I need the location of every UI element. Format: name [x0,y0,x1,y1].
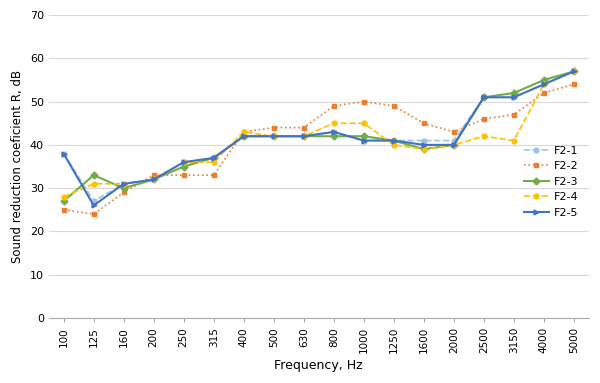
F2-3 [390,138,397,143]
F2-4 [240,129,247,134]
F2-4 [420,147,427,152]
F2-1 [390,138,397,143]
F2-4 [540,82,547,87]
X-axis label: Frequency, Hz: Frequency, Hz [274,359,363,372]
F2-2 [510,112,517,117]
F2-4 [210,160,217,164]
F2-3 [510,91,517,95]
F2-4 [330,121,337,126]
F2-3 [90,173,97,177]
F2-5 [360,138,367,143]
F2-4 [300,134,307,139]
F2-5 [210,155,217,160]
F2-3 [450,142,457,147]
F2-1 [120,182,127,186]
F2-3 [120,186,127,190]
F2-3 [60,199,67,203]
F2-1 [420,138,427,143]
F2-5 [450,142,457,147]
F2-5 [480,95,487,100]
F2-4 [570,69,577,74]
F2-4 [270,134,277,139]
F2-2 [240,129,247,134]
F2-2 [480,117,487,121]
F2-5 [420,142,427,147]
F2-5 [570,69,577,74]
F2-5 [330,129,337,134]
Line: F2-4: F2-4 [61,69,577,199]
F2-3 [240,134,247,139]
F2-3 [570,69,577,74]
F2-3 [330,134,337,139]
F2-1 [540,82,547,87]
F2-4 [480,134,487,139]
F2-5 [300,134,307,139]
F2-5 [60,151,67,156]
F2-2 [390,104,397,108]
F2-2 [180,173,187,177]
F2-2 [210,173,217,177]
F2-2 [570,82,577,87]
F2-1 [150,177,157,182]
F2-5 [150,177,157,182]
F2-3 [210,155,217,160]
F2-2 [450,129,457,134]
F2-1 [300,134,307,139]
F2-4 [450,142,457,147]
F2-1 [570,69,577,74]
Line: F2-3: F2-3 [61,69,577,203]
F2-3 [480,95,487,100]
F2-2 [360,99,367,104]
F2-3 [420,147,427,152]
Line: F2-2: F2-2 [61,82,577,216]
Legend: F2-1, F2-2, F2-3, F2-4, F2-5: F2-1, F2-2, F2-3, F2-4, F2-5 [520,141,583,222]
F2-2 [540,91,547,95]
F2-2 [90,212,97,216]
F2-5 [390,138,397,143]
F2-1 [510,95,517,100]
F2-3 [540,78,547,82]
Line: F2-1: F2-1 [61,69,577,203]
F2-4 [90,182,97,186]
F2-1 [240,134,247,139]
F2-2 [420,121,427,126]
F2-1 [330,129,337,134]
Line: F2-5: F2-5 [61,69,577,208]
F2-2 [150,173,157,177]
F2-5 [120,182,127,186]
F2-1 [90,199,97,203]
F2-4 [360,121,367,126]
F2-3 [150,177,157,182]
F2-5 [180,160,187,164]
Y-axis label: Sound reduction coeficient R, dB: Sound reduction coeficient R, dB [11,70,24,263]
F2-3 [180,164,187,169]
F2-4 [180,160,187,164]
F2-4 [120,182,127,186]
F2-1 [480,95,487,100]
F2-1 [270,134,277,139]
F2-1 [360,138,367,143]
F2-1 [60,151,67,156]
F2-2 [60,208,67,212]
F2-4 [150,177,157,182]
F2-3 [300,134,307,139]
F2-5 [540,82,547,87]
F2-3 [360,134,367,139]
F2-5 [90,203,97,208]
F2-2 [300,125,307,130]
F2-1 [450,138,457,143]
F2-1 [180,160,187,164]
F2-4 [60,195,67,199]
F2-3 [270,134,277,139]
F2-2 [120,190,127,195]
F2-4 [390,142,397,147]
F2-5 [240,134,247,139]
F2-5 [270,134,277,139]
F2-2 [270,125,277,130]
F2-1 [210,155,217,160]
F2-5 [510,95,517,100]
F2-4 [510,138,517,143]
F2-2 [330,104,337,108]
